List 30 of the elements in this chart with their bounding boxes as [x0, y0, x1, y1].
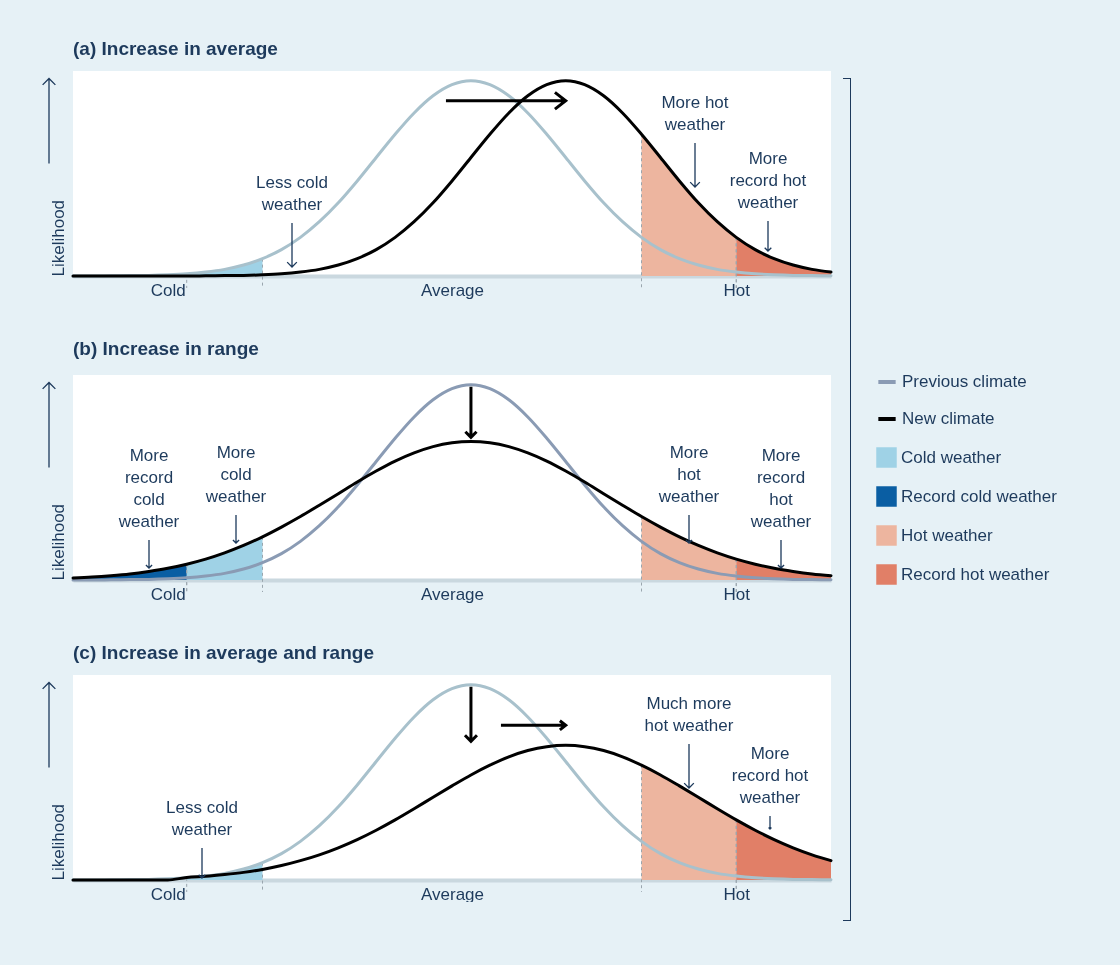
x-tick-label: Cold: [150, 884, 186, 904]
chart-title: (c) Increase in average and range: [73, 642, 374, 663]
y-axis-title: Likelihood: [48, 503, 68, 581]
x-tick-label: Average: [420, 280, 485, 300]
annotation: Less cold weather: [166, 798, 238, 839]
annotation: More record cold weather: [117, 446, 180, 531]
annotation: More record hot weather: [731, 744, 809, 807]
y-axis-title: Likelihood: [48, 803, 68, 881]
chart-title: (b) Increase in range: [73, 338, 259, 359]
x-tick-label: Average: [420, 584, 485, 604]
legend-label: Record hot weather: [901, 564, 1050, 584]
legend-label: New climate: [902, 409, 995, 428]
annotation: More hot weather: [657, 443, 720, 506]
annotation: More hot weather: [661, 93, 729, 134]
x-tick-label: Hot: [723, 884, 751, 904]
legend-label: Cold weather: [901, 447, 1002, 467]
annotation: More record hot weather: [729, 149, 807, 212]
y-axis-title: Likelihood: [48, 199, 68, 277]
x-tick-label: Hot: [723, 280, 751, 300]
x-tick-label: Cold: [150, 280, 186, 300]
annotation: Much more hot weather: [644, 694, 734, 735]
annotation: More record hot weather: [749, 446, 812, 531]
annotation: More cold weather: [204, 443, 267, 506]
chart-title: (a) Increase in average: [73, 38, 278, 59]
legend-label: Record cold weather: [901, 486, 1058, 506]
annotation: Less cold weather: [256, 173, 328, 214]
x-tick-label: Cold: [150, 584, 186, 604]
x-tick-label: Hot: [723, 584, 751, 604]
legend-label: Hot weather: [901, 525, 993, 545]
legend-label: Previous climate: [902, 372, 1027, 391]
